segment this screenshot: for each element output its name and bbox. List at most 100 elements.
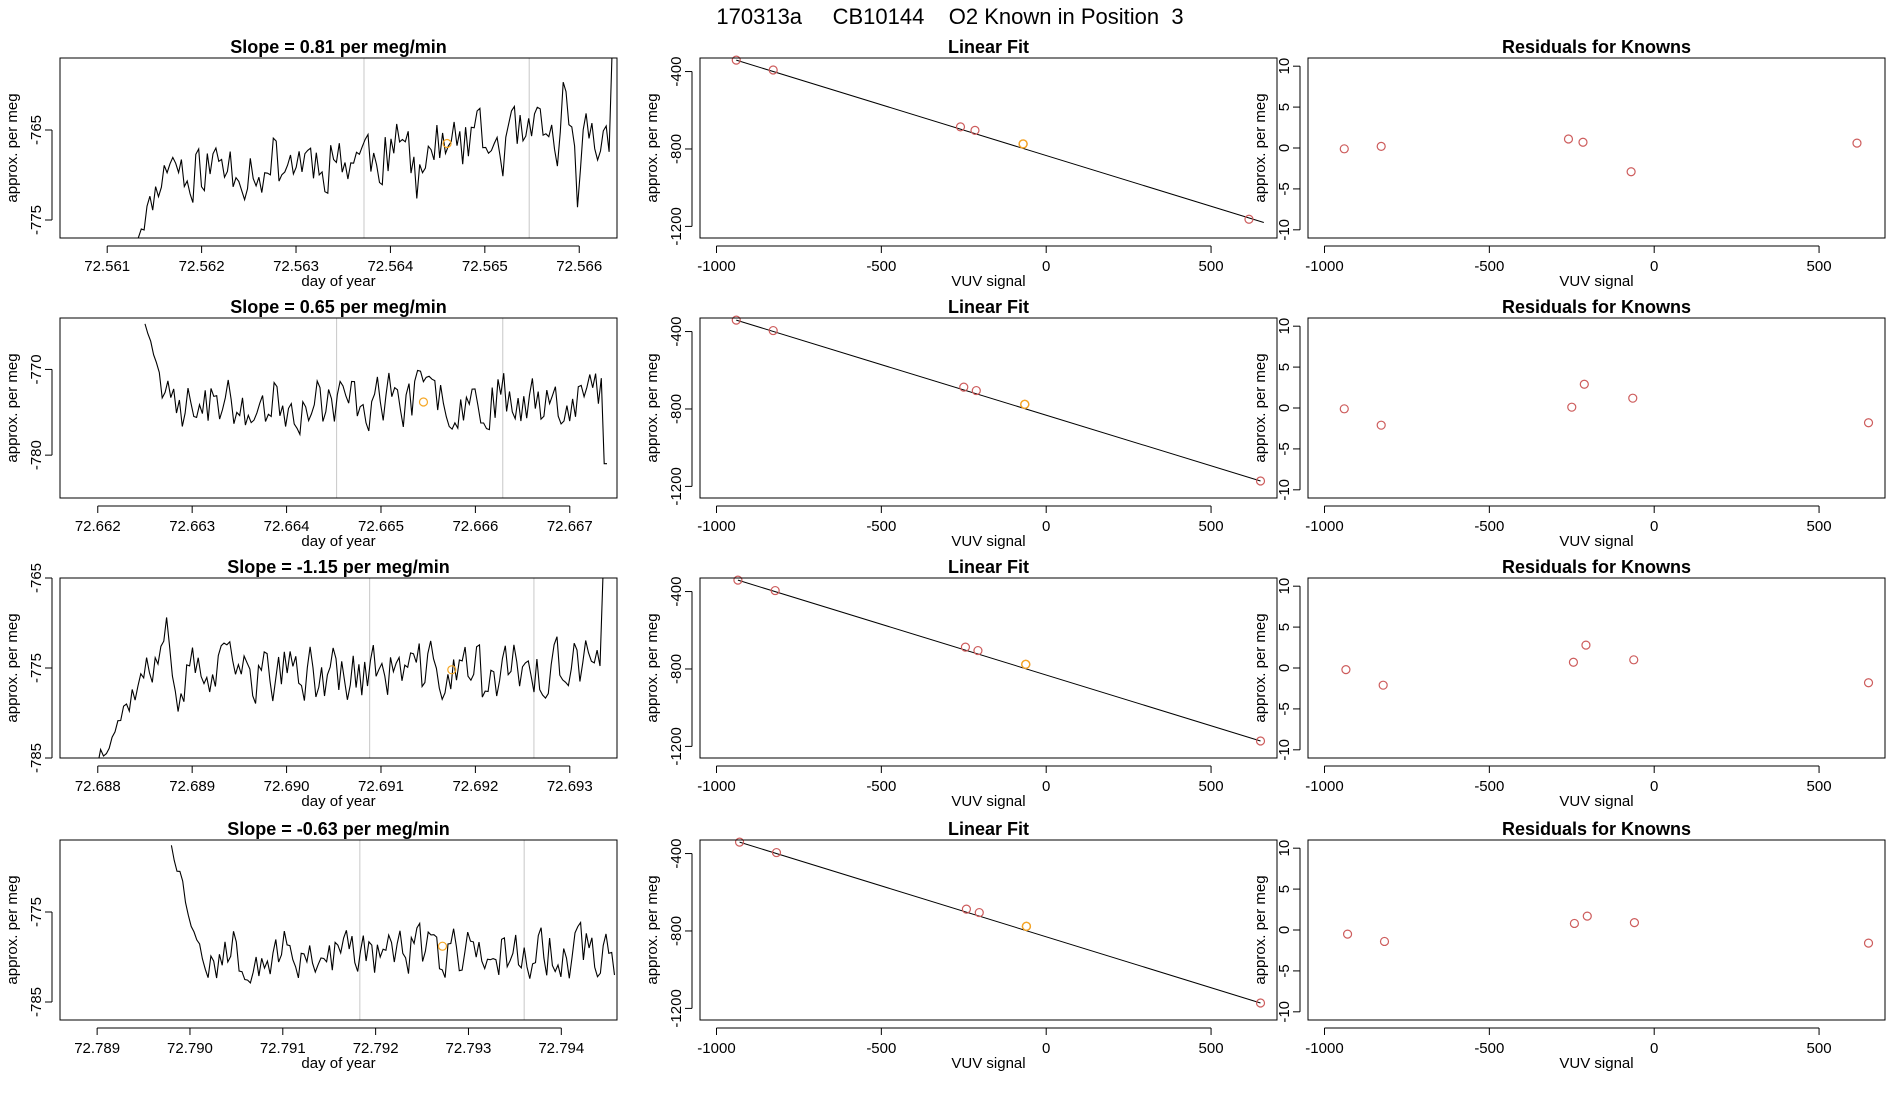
plot-frame: [59, 57, 618, 239]
chart-title: Residuals for Knowns: [1502, 37, 1691, 57]
y-tick-label: -775: [28, 897, 45, 927]
x-tick-label: 0: [1650, 258, 1658, 275]
y-tick-label: -400: [668, 577, 685, 607]
x-tick-label: 0: [1650, 518, 1658, 535]
main-title: 170313a CB10144 O2 Known in Position 3: [716, 4, 1184, 29]
y-tick-label: -5: [1276, 964, 1293, 977]
data-trace: [170, 845, 616, 984]
y-tick-label: 10: [1276, 318, 1293, 335]
data-point: [734, 837, 745, 847]
y-tick-label: 0: [1276, 404, 1293, 412]
chart-title: Residuals for Knowns: [1502, 557, 1691, 577]
x-tick-label: -500: [1474, 518, 1504, 535]
y-tick-label: -775: [28, 205, 45, 235]
x-tick-label: 72.563: [273, 258, 319, 275]
marker-point: [437, 941, 448, 951]
x-tick-label: 72.665: [358, 518, 404, 535]
x-tick-label: 72.690: [264, 778, 310, 795]
y-axis-label: approx. per meg: [644, 353, 661, 462]
plot-frame: [59, 839, 618, 1021]
x-tick-label: -1000: [697, 518, 735, 535]
x-tick-label: -500: [1474, 778, 1504, 795]
y-tick-label: 10: [1276, 578, 1293, 595]
x-tick-label: -500: [866, 1040, 896, 1057]
plot-frame: [59, 317, 618, 499]
x-tick-label: 72.664: [264, 518, 310, 535]
data-trace: [144, 323, 607, 465]
marker-point: [447, 665, 457, 675]
x-tick-label: 72.793: [446, 1040, 492, 1057]
x-tick-label: 72.667: [547, 518, 593, 535]
y-tick-label: 5: [1276, 623, 1293, 631]
x-tick-label: 72.662: [75, 518, 121, 535]
chart-row4-time: Slope = -0.63 per meg/min 72.789 72.790 72.…: [4, 819, 618, 1072]
x-axis-label: day of year: [301, 273, 375, 290]
y-tick-label: 0: [1276, 664, 1293, 672]
chart-title: Linear Fit: [948, 557, 1029, 577]
x-tick-label: -1000: [1305, 258, 1343, 275]
x-tick-label: -500: [866, 778, 896, 795]
y-tick-label: 0: [1276, 926, 1293, 934]
data-point: [1341, 665, 1351, 675]
y-axis-label: approx. per meg: [644, 875, 661, 984]
y-tick-label: -785: [28, 743, 45, 773]
x-axis-label: VUV signal: [951, 1055, 1025, 1072]
x-tick-label: -1000: [697, 778, 735, 795]
data-point: [1339, 144, 1349, 154]
chart-row3-time: Slope = -1.15 per meg/min 72.688 72.689 72.…: [4, 557, 618, 810]
data-point: [1563, 134, 1574, 144]
x-tick-label: 500: [1199, 1040, 1224, 1057]
data-point: [771, 847, 782, 858]
data-point: [1578, 137, 1588, 147]
y-tick-label: -1200: [668, 467, 685, 505]
chart-row1-fit: Linear Fit -1000 -500 0 500 VUV signal -400 -80…: [644, 37, 1278, 290]
data-point: [1255, 736, 1266, 746]
data-point: [1255, 476, 1266, 486]
fit-line: [737, 579, 1261, 742]
y-tick-label: -1200: [668, 989, 685, 1027]
chart-title: Residuals for Knowns: [1502, 297, 1691, 317]
y-tick-label: -785: [28, 987, 45, 1017]
x-axis-label: VUV signal: [1559, 793, 1633, 810]
x-tick-label: 72.791: [260, 1040, 306, 1057]
plot-frame: [699, 317, 1278, 499]
data-point: [1376, 141, 1386, 151]
plot-frame: [1307, 839, 1886, 1021]
y-tick-label: 10: [1276, 840, 1293, 857]
data-point: [1628, 393, 1638, 403]
y-tick-label: -775: [28, 653, 45, 683]
x-tick-label: 0: [1042, 1040, 1050, 1057]
x-axis-label: VUV signal: [951, 533, 1025, 550]
y-tick-label: 0: [1276, 144, 1293, 152]
y-tick-label: -780: [28, 440, 45, 470]
y-tick-label: 5: [1276, 885, 1293, 893]
chart-row2-fit: Linear Fit -1000 -500 0 500 VUV signal -400 -80…: [644, 297, 1278, 550]
chart-row3-resid: Residuals for Knowns -1000 -500 0 500 VUV sig…: [1252, 557, 1886, 810]
y-tick-label: -1200: [668, 727, 685, 765]
data-point: [733, 575, 743, 585]
y-axis-label: approx. per meg: [1252, 613, 1269, 722]
x-tick-label: 500: [1807, 258, 1832, 275]
x-tick-label: 500: [1199, 778, 1224, 795]
x-tick-label: 72.792: [353, 1040, 399, 1057]
x-tick-label: 500: [1199, 258, 1224, 275]
chart-row3-fit: Linear Fit -1000 -500 0 500 VUV signal -400 -80…: [644, 557, 1278, 810]
chart-row1-time: Slope = 0.81 per meg/min 72.561 72.562 72.5…: [4, 37, 618, 290]
data-point: [1339, 404, 1349, 414]
plot-frame: [699, 57, 1278, 239]
x-tick-label: -500: [1474, 1040, 1504, 1057]
y-tick-label: -5: [1276, 182, 1293, 195]
data-point: [973, 645, 983, 656]
x-axis-label: VUV signal: [1559, 273, 1633, 290]
data-point: [1626, 167, 1636, 177]
data-point: [961, 904, 972, 914]
chart-title: Linear Fit: [948, 819, 1029, 839]
y-tick-label: 5: [1276, 103, 1293, 111]
y-tick-label: -10: [1276, 739, 1293, 761]
y-tick-label: -10: [1276, 479, 1293, 501]
y-axis-label: approx. per meg: [4, 353, 21, 462]
data-point: [1379, 936, 1390, 947]
y-axis-label: approx. per meg: [4, 613, 21, 722]
x-tick-label: 500: [1807, 1040, 1832, 1057]
